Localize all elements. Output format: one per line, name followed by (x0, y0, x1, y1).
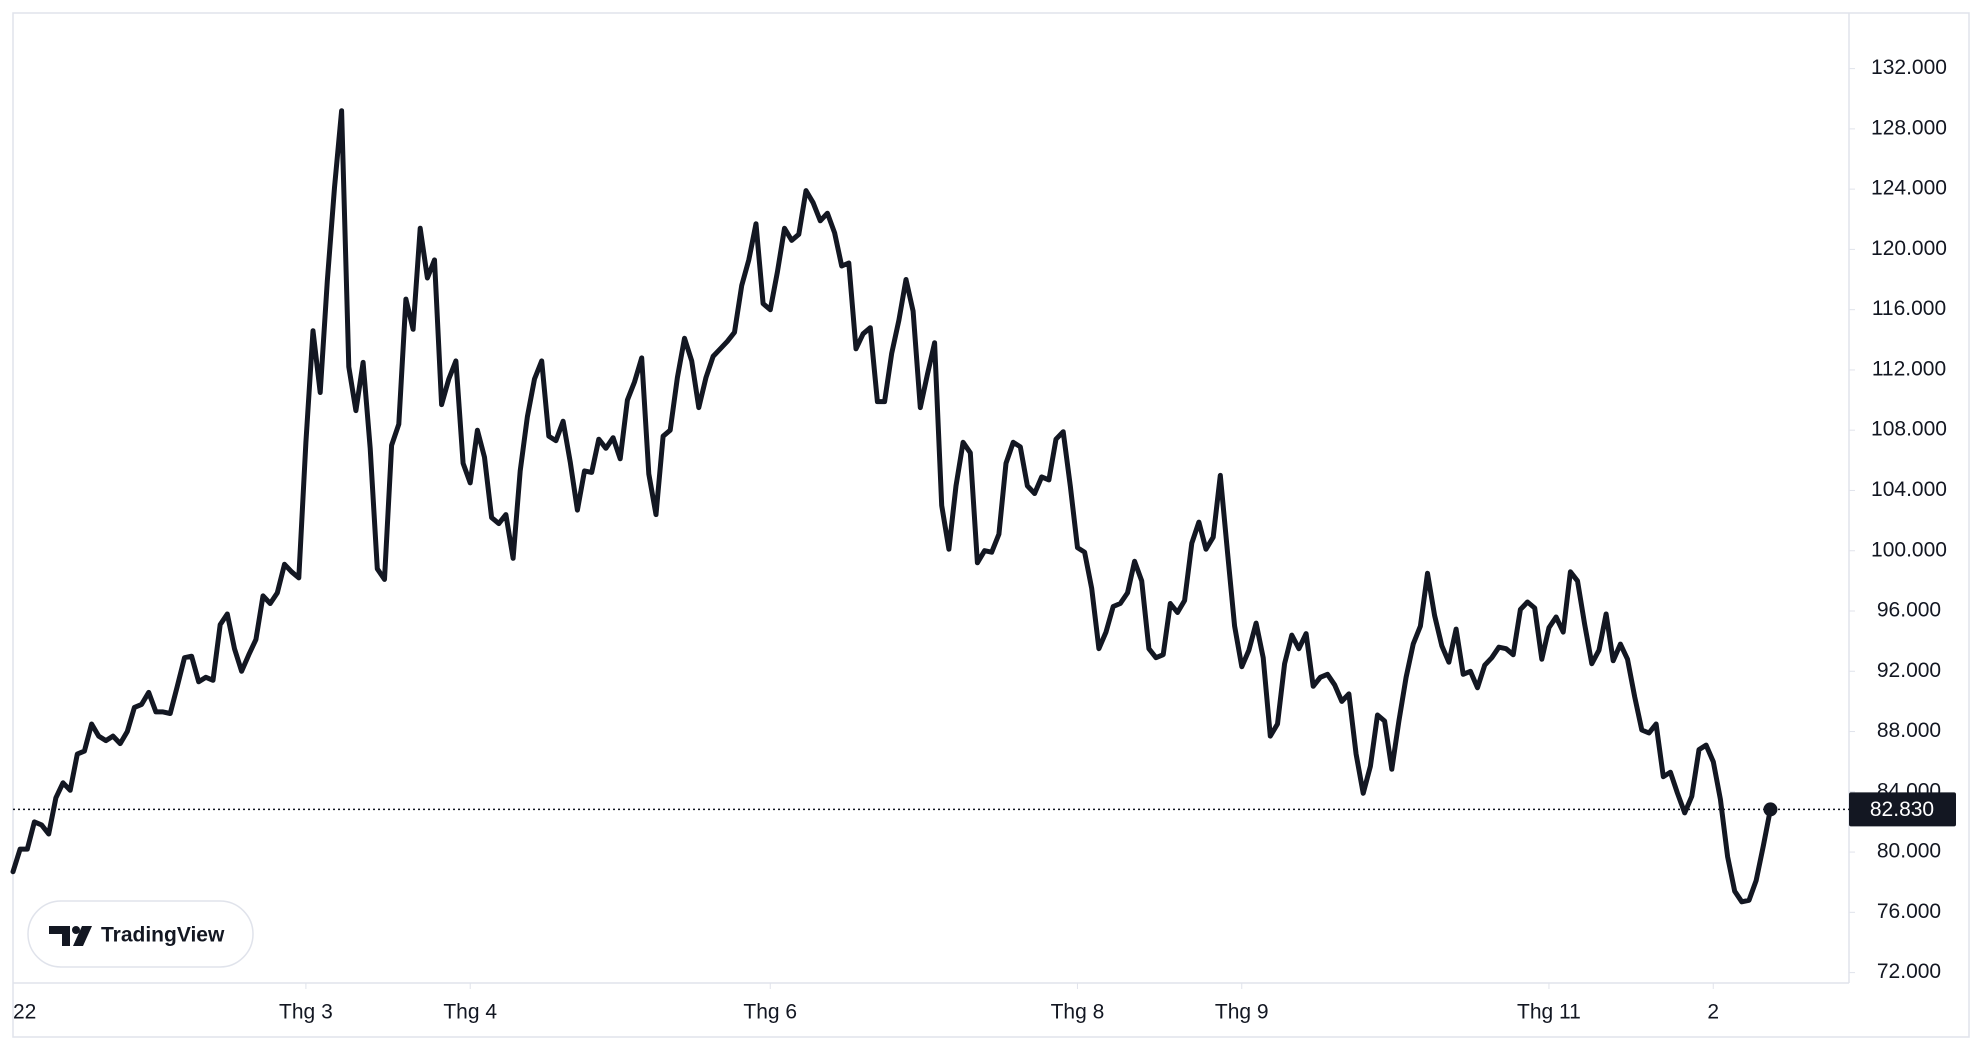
watermark-text: TradingView (101, 924, 225, 947)
y-tick-label: 92.000 (1877, 659, 1941, 682)
x-tick-label: Thg 8 (1051, 1001, 1105, 1024)
x-tick-label: 2 (1707, 1001, 1719, 1024)
x-tick-label: Thg 11 (1517, 1001, 1581, 1024)
y-tick-label: 112.000 (1872, 357, 1946, 380)
x-tick-label: 2022 (0, 1001, 36, 1024)
x-tick-label: Thg 3 (279, 1001, 333, 1024)
y-tick-label: 88.000 (1877, 719, 1941, 742)
y-tick-label: 76.000 (1877, 900, 1941, 923)
y-tick-label: 120.000 (1871, 237, 1947, 260)
y-tick-label: 128.000 (1871, 116, 1947, 139)
last-point (1763, 802, 1778, 817)
y-tick-label: 100.000 (1871, 538, 1947, 561)
x-tick-label: Thg 6 (743, 1001, 797, 1024)
y-tick-label: 96.000 (1877, 599, 1941, 622)
x-tick-label: Thg 9 (1215, 1001, 1269, 1024)
y-tick-label: 124.000 (1871, 177, 1947, 200)
price-label-text: 82.830 (1870, 798, 1934, 821)
y-tick-label: 108.000 (1871, 418, 1947, 441)
y-tick-label: 72.000 (1877, 960, 1941, 983)
logo-slash (73, 926, 92, 946)
watermark-badge[interactable]: TradingView (27, 900, 254, 968)
price-line-series (10, 108, 1773, 905)
logo-mark (49, 926, 70, 946)
badge-frame (27, 900, 254, 968)
y-tick-label: 104.000 (1871, 478, 1947, 501)
y-tick-label: 132.000 (1871, 56, 1947, 79)
price-label-box (1849, 792, 1956, 827)
y-tick-label: 80.000 (1877, 840, 1941, 863)
logo-dot (72, 926, 80, 934)
x-axis: 2022 Thg 3 Thg 4 Thg 6 Thg 8 Thg 9 Thg 11 2 (0, 983, 1719, 1024)
x-tick-label: Thg 4 (443, 1001, 497, 1024)
chart-frame (12, 12, 1970, 1038)
y-tick-label: 116.000 (1872, 297, 1946, 320)
